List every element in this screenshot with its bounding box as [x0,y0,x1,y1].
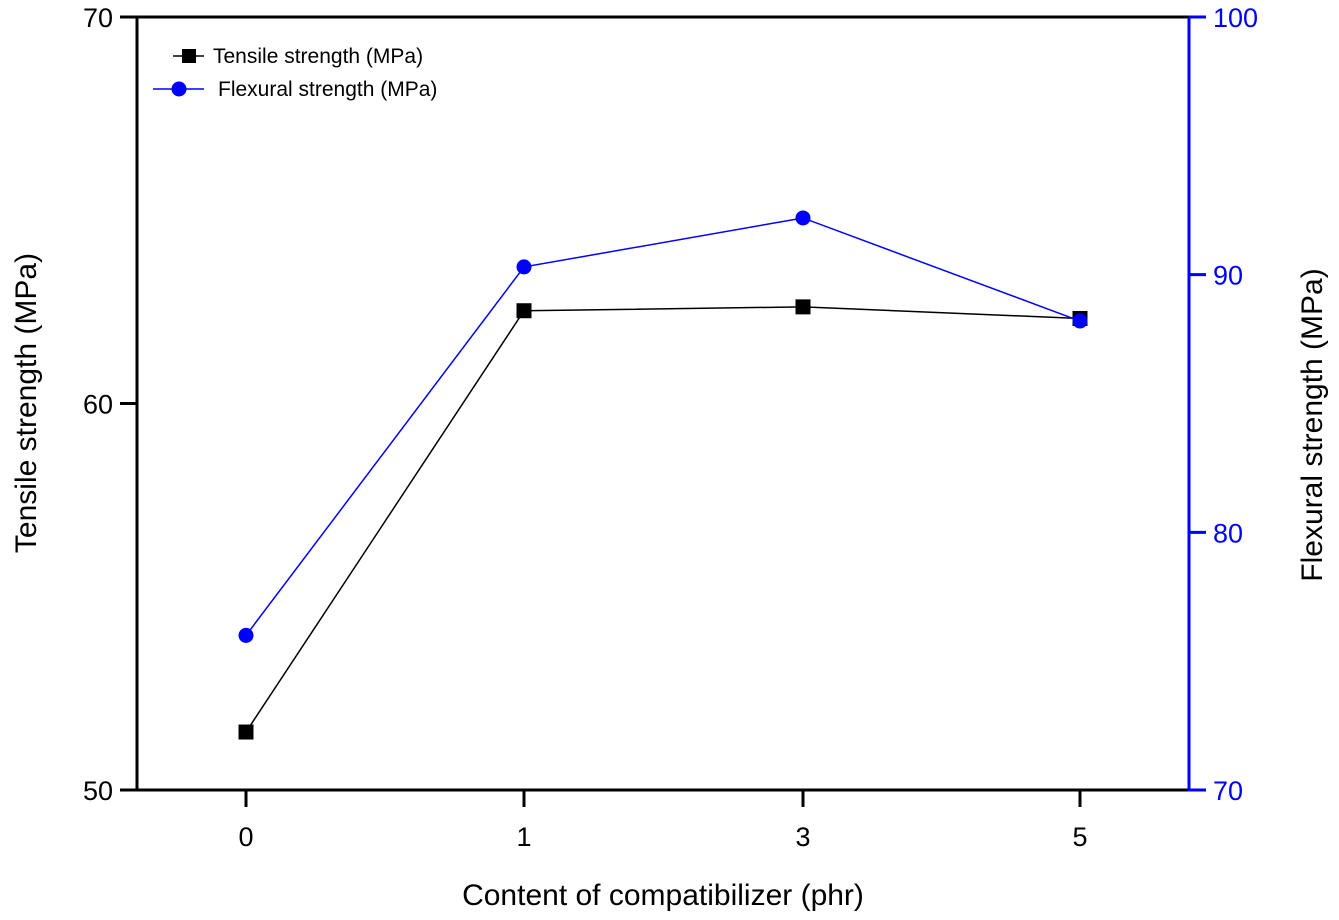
left-y-tick-label: 70 [83,3,113,33]
x-tick-label: 3 [795,822,810,852]
data-point-flexural [1072,313,1088,329]
legend-item-flexural: Flexural strength (MPa) [153,78,437,101]
data-point-flexural [795,210,811,226]
series-line-tensile [245,306,1081,733]
data-point-tensile [238,724,254,740]
legend: Tensile strength (MPa) Flexural strength… [153,45,437,101]
x-tick-label: 1 [516,822,531,852]
data-point-tensile [795,299,811,315]
data-point-flexural [516,259,532,275]
legend-circle-marker-icon [171,81,187,97]
right-y-tick-label: 100 [1213,3,1258,33]
series-line-flexural [245,217,1081,636]
right-y-tick-label: 90 [1213,261,1243,291]
data-point-flexural [238,627,254,643]
series-layer [238,210,1088,740]
legend-label-flexural: Flexural strength (MPa) [218,78,437,101]
right-y-tick-label: 80 [1213,518,1243,548]
left-y-tick-label: 60 [83,390,113,420]
legend-square-marker-icon [182,49,196,63]
x-tick-label: 0 [238,822,253,852]
data-point-tensile [516,303,532,319]
right-y-axis-ticks: 70 80 90 100 [1189,3,1258,806]
plot-frame [135,15,1191,792]
legend-item-tensile: Tensile strength (MPa) [173,45,423,68]
left-y-axis-title: Tensile strength (MPa) [10,253,43,553]
right-y-axis-title: Flexural strength (MPa) [1296,268,1329,581]
left-y-axis-ticks: 50 60 70 [83,3,137,806]
right-y-tick-label: 70 [1213,776,1243,806]
x-axis-title: Content of compatibilizer (phr) [462,879,864,912]
x-tick-label: 5 [1072,822,1087,852]
left-y-tick-label: 50 [83,776,113,806]
legend-label-tensile: Tensile strength (MPa) [213,45,423,68]
x-axis-ticks: 0 1 3 5 [238,790,1088,852]
